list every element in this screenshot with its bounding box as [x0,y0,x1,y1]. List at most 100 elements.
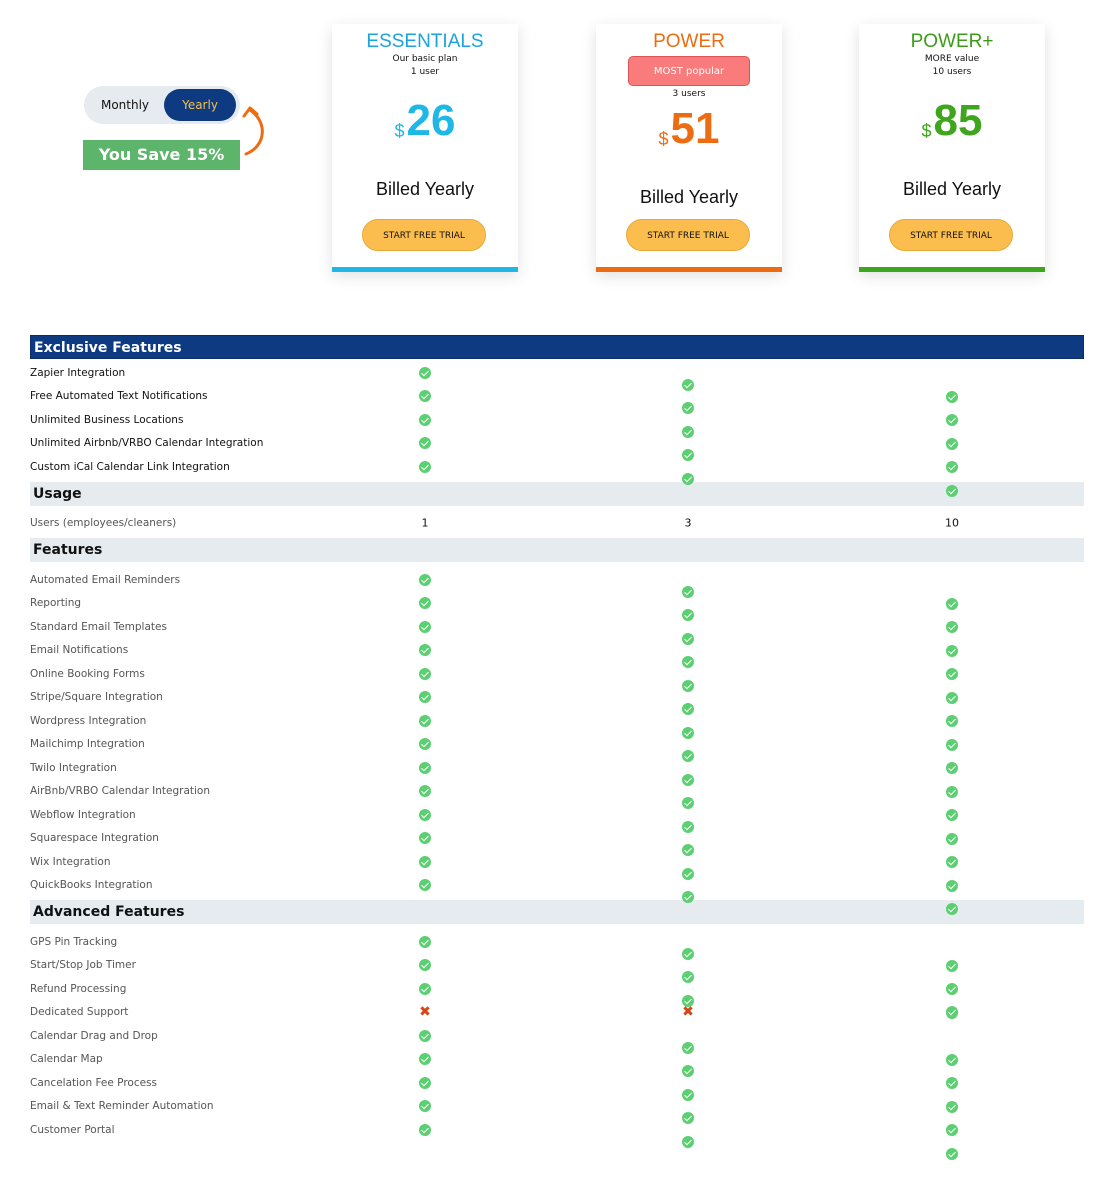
check-icon [419,437,431,450]
start-free-trial-button[interactable]: START FREE TRIAL [362,219,486,251]
check-icon [419,366,431,379]
currency-symbol: $ [921,121,932,141]
feature-label: Wordpress Integration [30,714,147,727]
feature-label: Wix Integration [30,855,111,868]
check-icon [946,437,958,450]
check-icon [946,856,958,869]
plan-price: $26 [332,97,518,155]
check-icon [419,738,431,751]
table-row: Calendar Drag and Drop [30,1024,1084,1066]
check-icon [946,461,958,474]
check-icon [682,1088,694,1101]
table-row: Wordpress Integration [30,709,1084,751]
table-row: Twilo Integration [30,756,1084,798]
table-row: Standard Email Templates [30,615,1084,657]
table-row: Cancelation Fee Process [30,1071,1084,1113]
toggle-yearly[interactable]: Yearly [164,89,236,121]
check-icon [946,414,958,427]
feature-label: Squarespace Integration [30,832,159,845]
start-free-trial-button[interactable]: START FREE TRIAL [889,219,1013,251]
check-icon [682,656,694,669]
table-row: Unlimited Business Locations [30,408,1084,450]
check-icon [419,667,431,680]
check-icon [682,378,694,391]
table-row: Start/Stop Job Timer [30,954,1084,996]
table-row: Unlimited Airbnb/VRBO Calendar Integrati… [30,432,1084,474]
check-icon [419,832,431,845]
table-row: AirBnb/VRBO Calendar Integration [30,780,1084,822]
check-icon [946,1006,958,1019]
user-count: 10 [945,516,959,530]
check-icon [682,773,694,786]
check-icon [419,691,431,704]
feature-label: Calendar Map [30,1053,103,1066]
check-icon [682,726,694,739]
check-icon [682,679,694,692]
check-icon [682,750,694,763]
feature-label: Dedicated Support [30,1006,129,1019]
table-row: Email Notifications [30,639,1084,681]
feature-label: Mailchimp Integration [30,738,145,751]
check-icon [682,971,694,984]
check-icon [946,983,958,996]
feature-label: AirBnb/VRBO Calendar Integration [30,785,210,798]
check-icon [682,820,694,833]
check-icon [946,879,958,892]
plan-users: 10 users [932,67,972,77]
plan-name: ESSENTIALS [366,31,484,52]
check-icon [419,761,431,774]
check-icon [419,573,431,586]
check-icon [946,959,958,972]
check-icon [946,1100,958,1113]
check-icon [682,402,694,415]
feature-label: Stripe/Square Integration [30,691,163,704]
feature-label: Users (employees/cleaners) [30,517,177,530]
start-free-trial-button[interactable]: START FREE TRIAL [626,219,750,251]
table-row: Stripe/Square Integration [30,686,1084,728]
most-popular-badge: MOST popular [628,56,750,86]
check-icon [946,809,958,822]
plan-card-essentials: ESSENTIALS Our basic plan 1 user $26 Bil… [332,24,518,272]
feature-comparison-table: Exclusive Features Zapier Integration Free… [30,335,1084,1160]
plan-subtitle: MORE value [924,54,980,64]
check-icon [419,1053,431,1066]
feature-label: Standard Email Templates [30,620,167,633]
check-icon [419,1076,431,1089]
check-icon [419,1100,431,1113]
check-icon [946,597,958,610]
price-value: 85 [933,96,983,145]
check-icon [419,1123,431,1136]
plan-users: 1 user [410,67,440,77]
billing-period: Billed Yearly [375,179,475,199]
table-row: Mailchimp Integration [30,733,1084,775]
feature-label: Online Booking Forms [30,667,145,680]
currency-symbol: $ [658,129,669,149]
table-row: Customer Portal [30,1118,1084,1160]
check-icon [946,1124,958,1137]
currency-symbol: $ [394,121,405,141]
feature-label: Twilo Integration [30,761,117,774]
feature-label: QuickBooks Integration [30,879,153,892]
feature-label: Unlimited Business Locations [30,413,184,426]
check-icon [946,668,958,681]
check-icon [419,620,431,633]
check-icon [946,621,958,634]
table-row: Zapier Integration [30,361,1084,403]
check-icon [682,994,694,1007]
section-header: Usage [30,481,1084,506]
feature-label: Reporting [30,597,82,610]
table-row: Custom iCal Calendar Link Integration [30,455,1084,497]
check-icon [946,832,958,845]
table-row: Reporting [30,592,1084,634]
check-icon [682,1135,694,1148]
check-icon [419,390,431,403]
check-icon [946,1077,958,1090]
toggle-monthly[interactable]: Monthly [100,98,150,112]
feature-label: Custom iCal Calendar Link Integration [30,460,230,473]
check-icon [419,808,431,821]
price-value: 51 [670,104,720,153]
plan-price: $85 [859,97,1045,155]
feature-label: Free Automated Text Notifications [30,390,208,403]
billing-toggle[interactable]: Monthly Yearly [84,86,240,124]
check-icon [946,903,958,916]
